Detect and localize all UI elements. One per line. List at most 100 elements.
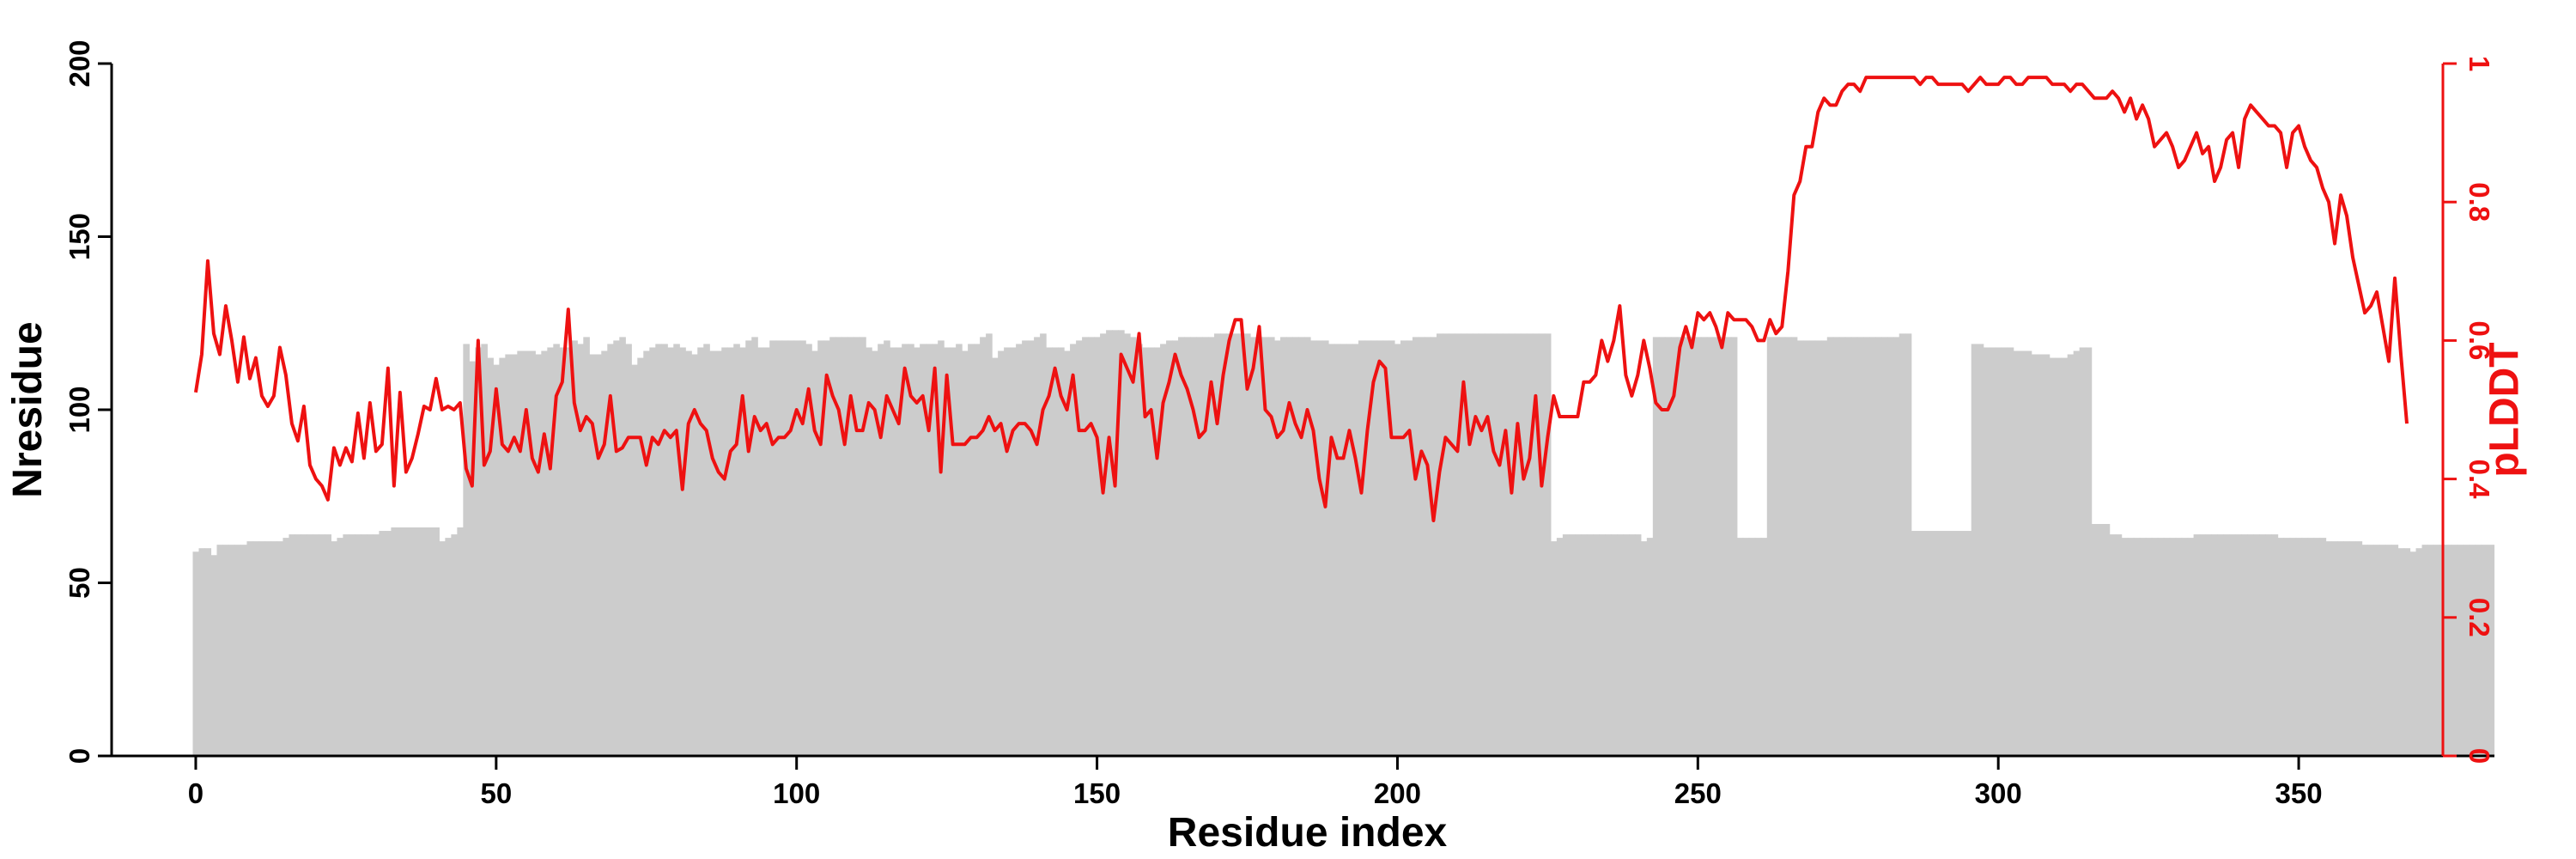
y-axis-title: Nresidue bbox=[5, 321, 51, 497]
ticks-layer: 0 50 100 150 200 250 300 350 0 50 100 150 200 0 0.2 0.4… bbox=[64, 40, 2495, 809]
residue-count-bar bbox=[872, 350, 878, 756]
residue-count-bar bbox=[1544, 333, 1552, 756]
residue-count-bar bbox=[2001, 347, 2008, 756]
residue-count-bar bbox=[727, 347, 734, 756]
residue-count-bar bbox=[829, 337, 836, 756]
residue-count-bar bbox=[1484, 333, 1492, 756]
residue-count-bar bbox=[667, 347, 674, 756]
residue-count-bar bbox=[697, 347, 704, 756]
residue-count-bar bbox=[1472, 333, 1479, 756]
residue-count-bar bbox=[2067, 354, 2075, 756]
residue-count-bar bbox=[1688, 337, 1696, 756]
residue-count-bar bbox=[2391, 545, 2399, 756]
residue-count-bar bbox=[799, 340, 806, 756]
residue-count-bar bbox=[331, 541, 338, 756]
residue-count-bar bbox=[986, 333, 993, 756]
residue-count-bar bbox=[1905, 333, 1912, 756]
residue-count-bar bbox=[2464, 545, 2471, 756]
residue-count-bar bbox=[2025, 350, 2032, 756]
residue-count-bar bbox=[553, 344, 560, 756]
residue-count-bar bbox=[601, 350, 608, 756]
residue-count-bar bbox=[920, 344, 927, 756]
residue-count-bar bbox=[721, 347, 728, 756]
residue-count-bar bbox=[739, 347, 746, 756]
residue-count-bar bbox=[1052, 347, 1059, 756]
residue-count-bar bbox=[258, 541, 266, 756]
residue-count-bar bbox=[505, 354, 512, 756]
residue-count-bar bbox=[1760, 538, 1768, 756]
x-tick-label: 250 bbox=[1674, 777, 1722, 809]
residue-count-bar bbox=[884, 340, 890, 756]
x-tick-label: 0 bbox=[188, 777, 204, 809]
residue-count-bar bbox=[1346, 344, 1353, 756]
residue-count-bar bbox=[2295, 538, 2303, 756]
residue-count-bar bbox=[2265, 534, 2273, 756]
residue-count-bar bbox=[1166, 340, 1173, 756]
residue-count-bar bbox=[1929, 531, 1936, 756]
residue-count-bar bbox=[1016, 344, 1023, 756]
residue-count-bar bbox=[216, 545, 224, 756]
residue-count-bar bbox=[968, 344, 975, 756]
residue-count-bar bbox=[1034, 337, 1041, 756]
residue-count-bar bbox=[914, 347, 920, 756]
residue-count-bar bbox=[1712, 337, 1720, 756]
residue-count-bar bbox=[2013, 350, 2020, 756]
residue-count-bar bbox=[559, 347, 566, 756]
residue-count-bar bbox=[1172, 340, 1179, 756]
residue-count-bar bbox=[1886, 337, 1894, 756]
residue-count-bar bbox=[228, 545, 236, 756]
residue-count-bar bbox=[2403, 548, 2411, 756]
residue-count-bar bbox=[1118, 330, 1125, 756]
residue-count-bar bbox=[1971, 344, 1978, 756]
y2-axis-title: pLDDT bbox=[2482, 342, 2528, 477]
residue-count-bar bbox=[463, 344, 470, 756]
residue-count-bar bbox=[325, 534, 332, 756]
residue-count-bar bbox=[234, 545, 242, 756]
residue-count-bar bbox=[1862, 337, 1870, 756]
residue-count-bar bbox=[974, 344, 981, 756]
residue-count-bar bbox=[703, 344, 710, 756]
residue-count-bar bbox=[908, 344, 914, 756]
residue-count-bar bbox=[1460, 333, 1467, 756]
residue-count-bar bbox=[264, 541, 272, 756]
residue-count-bar bbox=[421, 527, 428, 756]
residue-count-bar bbox=[1682, 337, 1690, 756]
residue-count-bar bbox=[1844, 337, 1852, 756]
residue-count-bar bbox=[589, 354, 596, 756]
residue-count-bar bbox=[1454, 333, 1461, 756]
residue-count-bar bbox=[1766, 337, 1774, 756]
residue-count-bar bbox=[469, 361, 476, 756]
residue-count-bar bbox=[1814, 340, 1822, 756]
residue-count-bar bbox=[2253, 534, 2261, 756]
x-tick-label: 200 bbox=[1374, 777, 1421, 809]
residue-count-bar bbox=[2055, 357, 2063, 756]
residue-count-bar bbox=[1490, 333, 1498, 756]
residue-count-bar bbox=[192, 551, 200, 756]
residue-count-bar bbox=[2470, 545, 2477, 756]
residue-count-bar bbox=[1130, 337, 1137, 756]
residue-count-bar bbox=[902, 344, 908, 756]
residue-count-bar bbox=[1520, 333, 1528, 756]
residue-count-bar bbox=[1874, 337, 1882, 756]
residue-count-bar bbox=[2223, 534, 2231, 756]
residue-count-bar bbox=[1178, 337, 1185, 756]
residue-count-bar bbox=[2097, 523, 2105, 756]
residue-count-bar bbox=[1784, 337, 1792, 756]
residue-count-bar bbox=[1652, 337, 1660, 756]
residue-count-bar bbox=[1058, 347, 1065, 756]
residue-count-bar bbox=[240, 545, 248, 756]
residue-count-bar bbox=[2343, 541, 2351, 756]
residue-count-bar bbox=[733, 344, 740, 756]
residue-count-bar bbox=[1370, 340, 1377, 756]
residue-count-bar bbox=[938, 340, 945, 756]
residue-count-bar bbox=[319, 534, 326, 756]
residue-count-bar bbox=[1291, 337, 1299, 756]
y-tick-label: 100 bbox=[64, 386, 95, 433]
residue-count-bar bbox=[204, 548, 212, 756]
residue-count-bar bbox=[222, 545, 230, 756]
residue-count-bar bbox=[2259, 534, 2267, 756]
residue-count-bar bbox=[349, 534, 355, 756]
residue-count-bar bbox=[2103, 523, 2111, 756]
residue-count-bar bbox=[1376, 340, 1383, 756]
residue-count-bar bbox=[1160, 344, 1167, 756]
